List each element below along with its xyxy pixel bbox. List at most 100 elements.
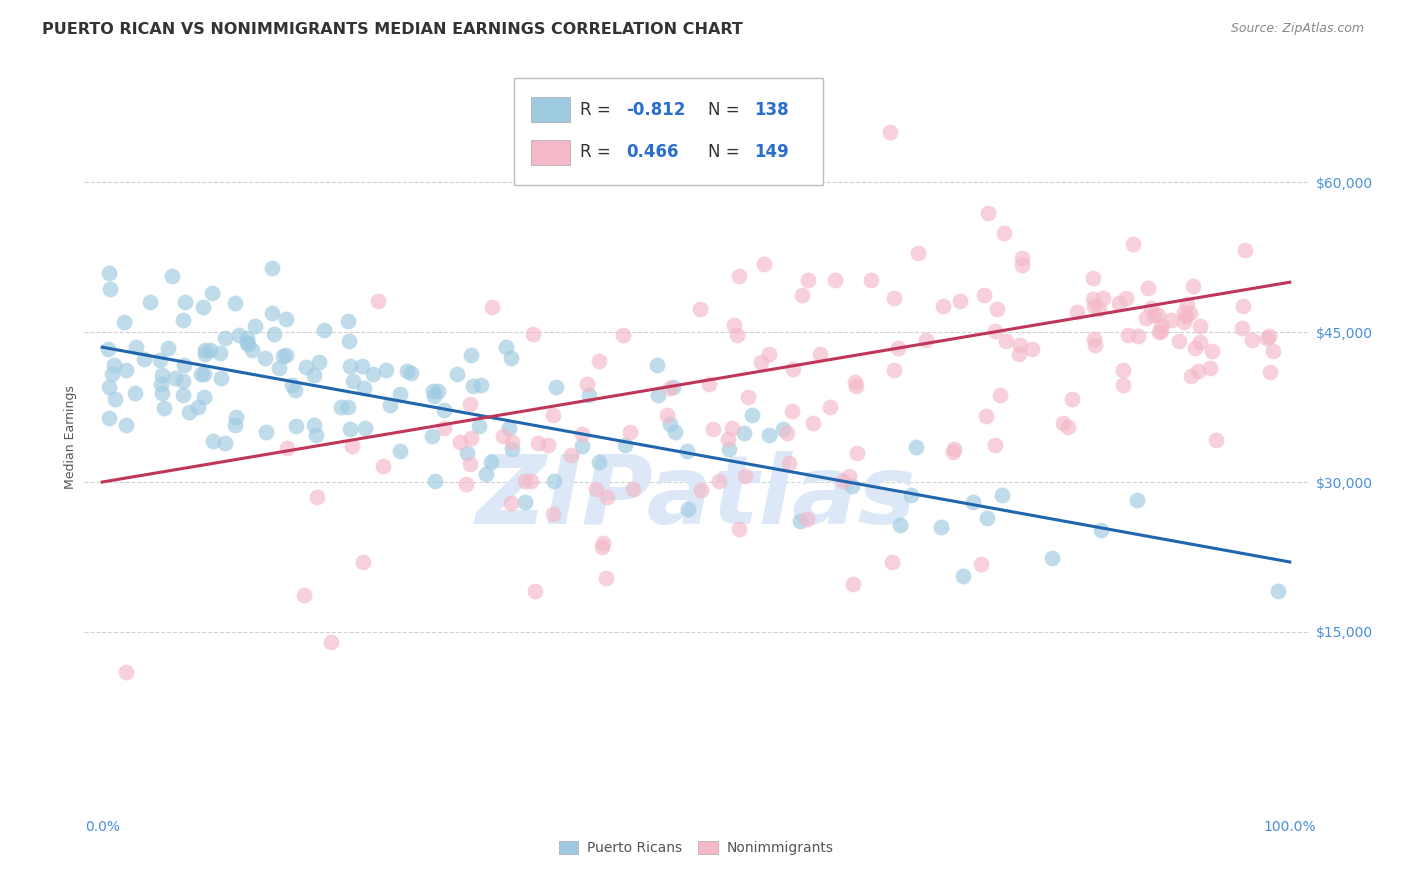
Point [420,429,443,443]
Point [675,444,697,458]
Point [1056,419,1078,434]
Point [260,306,283,320]
Point [844,375,866,389]
Point [295,360,318,375]
Point [585,482,607,496]
Point [1184,341,1206,355]
Point [984,438,1007,452]
Point [900,488,922,502]
Point [571,440,593,454]
Point [460,348,482,362]
Point [613,438,636,452]
Point [889,517,911,532]
Point [1126,492,1149,507]
Point [499,351,522,366]
Point [676,501,699,516]
Point [728,522,751,536]
Point [952,569,974,583]
Point [172,387,194,401]
Text: Source: ZipAtlas.com: Source: ZipAtlas.com [1230,22,1364,36]
Point [172,312,194,326]
Point [339,359,361,373]
FancyBboxPatch shape [513,78,823,186]
Point [495,340,517,354]
Point [173,294,195,309]
Point [664,425,686,439]
Point [612,328,634,343]
Legend: Puerto Ricans, Nonimmigrants: Puerto Ricans, Nonimmigrants [553,836,839,861]
Point [98,411,121,425]
Point [1168,334,1191,348]
Point [592,536,614,550]
Point [163,371,186,385]
Point [1232,321,1254,335]
Point [1232,299,1254,313]
Point [1083,299,1105,313]
Point [458,457,481,471]
Point [962,495,984,509]
Point [112,315,135,329]
Point [689,483,711,497]
Point [378,398,401,412]
Point [973,287,995,301]
Point [1083,332,1105,346]
Point [737,390,759,404]
Point [1201,343,1223,358]
Point [515,474,537,488]
Point [302,368,325,383]
Point [292,589,315,603]
Point [537,437,560,451]
Point [721,421,744,435]
Point [103,358,125,372]
Point [433,420,456,434]
Point [904,441,927,455]
Point [460,431,482,445]
Point [314,323,336,337]
Point [209,371,232,385]
Point [1199,361,1222,376]
Point [201,434,224,449]
Point [543,475,565,489]
Point [513,495,536,509]
Text: R =: R = [579,101,616,119]
Point [157,341,180,355]
Point [172,374,194,388]
Point [276,441,298,455]
Point [544,380,567,394]
Point [1150,318,1173,333]
Point [153,401,176,416]
Point [775,426,797,441]
Text: R =: R = [579,144,621,161]
Point [723,318,745,332]
Point [374,363,396,377]
Point [797,273,820,287]
Point [932,299,955,313]
Point [193,368,215,382]
Point [1175,297,1198,311]
Point [702,422,724,436]
Point [595,571,617,585]
Point [284,383,307,397]
Point [1147,309,1170,323]
Point [596,490,619,504]
Point [208,346,231,360]
Point [363,367,385,381]
Point [152,386,174,401]
Point [236,335,259,350]
Point [1066,305,1088,319]
Text: PUERTO RICAN VS NONIMMIGRANTS MEDIAN EARNINGS CORRELATION CHART: PUERTO RICAN VS NONIMMIGRANTS MEDIAN EAR… [42,22,742,37]
FancyBboxPatch shape [531,97,569,122]
Point [274,348,297,362]
Point [1122,237,1144,252]
Point [260,261,283,276]
Point [124,386,146,401]
Point [657,408,679,422]
Point [254,425,277,439]
Point [342,374,364,388]
Point [1087,302,1109,317]
Text: 138: 138 [755,101,789,119]
Point [749,355,772,369]
Text: ZIPatlas: ZIPatlas [475,450,917,543]
Point [725,328,748,343]
Point [337,334,360,348]
